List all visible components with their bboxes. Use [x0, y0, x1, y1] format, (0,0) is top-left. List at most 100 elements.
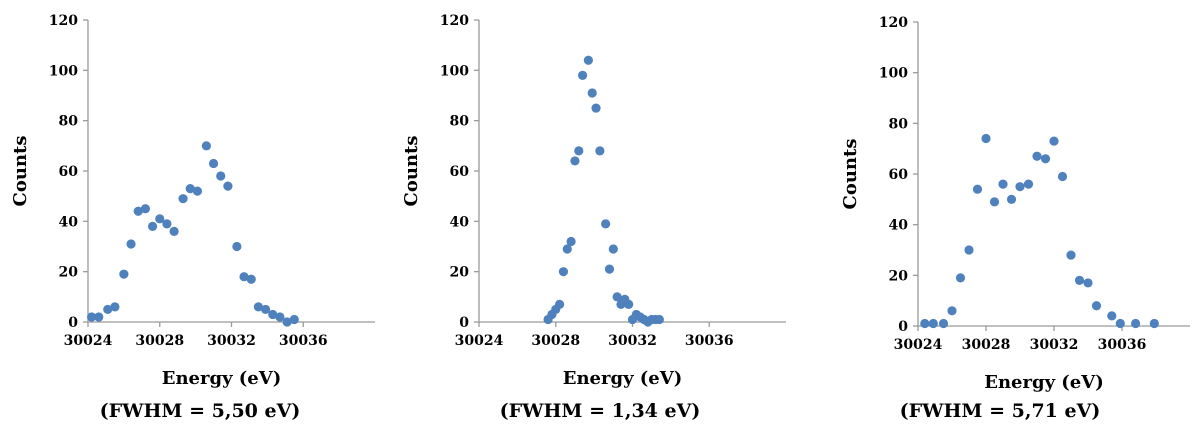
data-point — [562, 244, 572, 254]
y-tick-label: 80 — [889, 116, 909, 132]
y-tick-label: 20 — [889, 268, 909, 284]
y-tick-label: 60 — [450, 164, 470, 180]
scatter-plot-3: 0 20 40 60 80 100 120 30024 30028 30032 30036 Energ… — [840, 15, 1190, 393]
data-point — [998, 179, 1008, 189]
data-point — [103, 304, 113, 315]
y-tick-label: 120 — [440, 13, 469, 29]
scatter-plot-1: 0 20 40 60 80 100 120 30024 30028 30032 30036 Energ… — [10, 13, 375, 389]
data-point — [955, 273, 966, 283]
x-axis-title: Energy (eV) — [563, 368, 683, 389]
data-point — [964, 245, 974, 255]
data-point — [554, 299, 565, 309]
data-point — [110, 302, 120, 312]
y-tick-label: 20 — [450, 265, 470, 281]
x-tick-label: 30024 — [455, 333, 504, 349]
data-point — [169, 226, 179, 236]
data-point — [192, 186, 203, 196]
x-tick-label: 30028 — [135, 333, 184, 349]
data-point — [126, 239, 136, 249]
fwhm-caption-1: (FWHM = 5,50 eV) — [99, 400, 301, 422]
data-point — [578, 70, 588, 80]
y-tick-label: 120 — [879, 15, 908, 31]
data-point — [595, 146, 605, 156]
data-point — [246, 274, 256, 284]
data-point — [1115, 318, 1125, 329]
fwhm-caption-2: (FWHM = 1,34 eV) — [499, 400, 701, 422]
data-point — [591, 103, 601, 113]
data-point — [239, 272, 249, 282]
x-tick-label: 30032 — [608, 333, 657, 349]
data-point — [1015, 182, 1025, 192]
data-point — [1032, 151, 1042, 161]
data-point — [972, 184, 983, 194]
chart-panel-1: 0 20 40 60 80 100 120 30024 30028 30032 30036 Energ… — [0, 0, 400, 434]
data-point — [583, 55, 593, 65]
data-point — [920, 318, 930, 329]
chart-panel-3: 0 20 40 60 80 100 120 30024 30028 30032 30036 Energ… — [800, 0, 1200, 434]
data-point — [282, 317, 292, 327]
data-point — [223, 181, 233, 191]
x-axis-title: Energy (eV) — [984, 372, 1104, 393]
data-point — [268, 309, 278, 320]
scatter-plot-2: 0 20 40 60 80 100 120 30024 30028 30032 30036 Energ… — [401, 13, 786, 389]
data-point — [1006, 194, 1017, 204]
data-point — [981, 133, 991, 144]
data-point — [178, 194, 188, 204]
data-point — [1091, 301, 1102, 311]
data-point — [1040, 154, 1051, 164]
data-point — [601, 219, 611, 229]
x-tick-label: 30028 — [531, 333, 580, 349]
data-point — [1023, 179, 1034, 189]
data-point — [162, 219, 172, 229]
y-tick-label: 20 — [59, 265, 79, 281]
data-point — [1107, 311, 1117, 321]
y-tick-label: 40 — [59, 214, 79, 230]
data-point — [1057, 171, 1068, 182]
x-axis-title: Energy (eV) — [162, 368, 282, 389]
data-point — [558, 267, 569, 277]
y-tick-label: 0 — [898, 319, 908, 335]
y-tick-label: 60 — [59, 164, 79, 180]
data-point — [624, 299, 634, 309]
data-point — [608, 244, 618, 254]
chart-panel-2: 0 20 40 60 80 100 120 30024 30028 30032 30036 Energ… — [400, 0, 800, 434]
y-tick-label: 60 — [889, 167, 909, 183]
x-tick-label: 30036 — [1098, 337, 1147, 353]
data-point — [1074, 275, 1085, 285]
data-point — [612, 292, 622, 302]
y-tick-label: 100 — [440, 63, 469, 79]
data-point — [232, 241, 242, 252]
data-point — [86, 312, 97, 322]
x-tick-label: 30024 — [64, 333, 113, 349]
y-axis-title: Counts — [401, 136, 422, 207]
y-axis-title: Counts — [10, 136, 31, 207]
data-point — [1083, 278, 1093, 288]
data-point — [155, 214, 165, 224]
data-point — [275, 312, 285, 322]
data-point — [928, 318, 938, 329]
data-point — [1049, 136, 1059, 146]
data-point — [140, 204, 150, 214]
data-point — [1131, 318, 1141, 329]
y-tick-label: 40 — [450, 214, 470, 230]
x-tick-label: 30032 — [207, 333, 256, 349]
data-point — [119, 269, 129, 279]
y-axis-title: Counts — [840, 139, 861, 210]
data-point — [604, 264, 615, 274]
data-point — [216, 171, 226, 181]
y-tick-label: 80 — [450, 114, 470, 130]
data-point — [185, 184, 195, 194]
data-point — [947, 306, 957, 316]
data-point — [566, 236, 576, 247]
y-tick-label: 120 — [49, 13, 78, 29]
data-point — [147, 221, 158, 231]
data-point — [253, 302, 264, 312]
data-point — [260, 304, 271, 315]
data-point — [938, 318, 949, 329]
x-tick-label: 30028 — [962, 337, 1011, 353]
data-point — [587, 88, 597, 98]
data-point — [570, 156, 580, 166]
x-tick-label: 30036 — [685, 333, 734, 349]
y-tick-label: 0 — [459, 315, 469, 331]
y-tick-label: 80 — [59, 114, 79, 130]
